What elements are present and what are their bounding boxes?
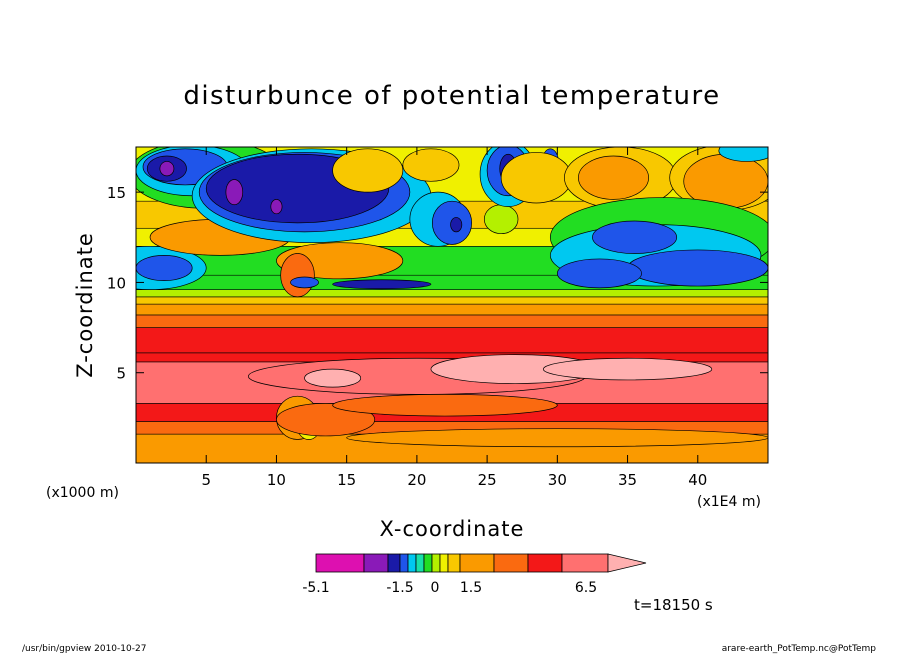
contour-blob [332,279,432,290]
footer-file-variable: arare-earth_PotTemp.nc@PotTemp [722,644,877,654]
colorbar-labels: -5.1 -1.5 0 1.5 6.5 [302,580,597,596]
colorbar-swatch [423,553,433,573]
contour-blob [270,199,283,215]
colorbar-swatch [407,553,417,573]
contour-blob [332,394,558,417]
x-tick-label: 15 [337,471,356,489]
colorbar-swatch [447,553,461,573]
contour-blob [500,152,572,204]
x-tick-label: 5 [201,471,211,489]
plot-area [136,147,768,463]
colorbar-swatch [363,553,389,573]
contour-blob [136,254,193,281]
x-tick-label: 40 [688,471,707,489]
colorbar-tick-label: 0 [431,580,440,596]
x-axis-ticks: 5 10 15 20 25 30 35 40 [201,147,707,489]
colorbar-swatch [431,553,441,573]
x-unit-left-label: (x1000 m) [46,485,119,501]
plot-frame [135,146,769,464]
y-axis-label: Z-coordinate [73,232,97,378]
contour-blob [556,258,642,289]
contour-blob [718,147,768,162]
colorbar-swatch [315,553,365,573]
colorbar [315,553,647,573]
colorbar-swatch [561,553,609,573]
colorbar-tick-label: -1.5 [386,580,413,596]
color-band [136,296,768,305]
y-tick-label: 5 [116,365,126,383]
contour-blob [578,155,649,200]
y-axis-ticks: 5 10 15 [107,184,768,383]
contour-blob [304,368,362,388]
contour-blob [290,276,319,289]
contour-blob [280,253,315,298]
contour-blob [346,428,768,448]
contour-blob [450,217,463,233]
contour-blob [225,179,244,206]
x-axis-label: X-coordinate [380,517,525,541]
chart-title: disturbunce of potential temperature [183,81,720,111]
contour-blob [542,357,713,381]
color-band [136,303,768,316]
time-annotation: t=18150 s [634,596,713,614]
colorbar-swatch [459,553,495,573]
color-band [136,327,768,354]
contour-blob [483,204,519,235]
x-tick-label: 30 [548,471,567,489]
x-tick-label: 20 [407,471,426,489]
colorbar-swatch [493,553,529,573]
colorbar-swatch [415,553,425,573]
colorbar-swatch [527,553,563,573]
y-tick-label: 15 [107,184,126,202]
colorbar-swatch [387,553,401,573]
colorbar-swatch [439,553,449,573]
contour-blobs [136,147,768,448]
colorbar-tick-label: -5.1 [302,580,329,596]
footer-program-date: /usr/bin/gpview 2010-10-27 [22,644,146,654]
contour-blob [592,220,678,254]
x-tick-label: 25 [478,471,497,489]
contour-blob [159,161,175,177]
x-tick-label: 35 [618,471,637,489]
x-unit-right-label: (x1E4 m) [697,494,761,510]
contour-blob [276,403,376,437]
y-tick-label: 10 [107,274,126,292]
color-band [136,289,768,298]
contour-blob [402,148,460,182]
contour-blob [627,249,768,287]
colorbar-swatch [399,553,409,573]
contour-blob [332,148,404,193]
color-band [136,314,768,328]
colorbar-tick-label: 6.5 [575,580,597,596]
colorbar-tick-label: 1.5 [460,580,482,596]
colorbar-arrow [607,553,647,573]
x-tick-label: 10 [267,471,286,489]
